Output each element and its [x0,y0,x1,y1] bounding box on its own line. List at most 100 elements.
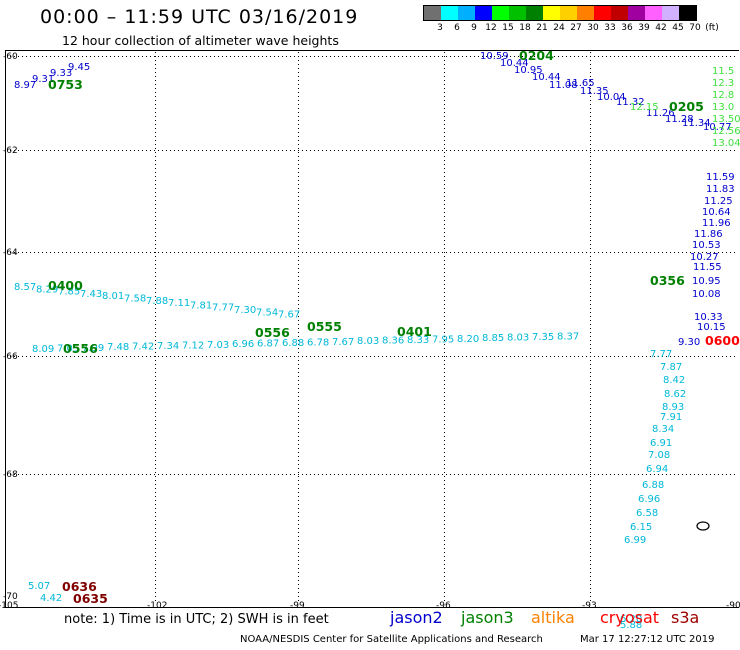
cyan-wave-value: 6.91 [650,438,672,449]
cyan-wave-value: 7.54 [256,307,278,318]
time-label: 0356 [650,273,685,288]
corner-wave-value: 5.07 [28,581,50,592]
cyan-wave-value: 8.01 [102,291,124,302]
cyan-wave-value: 6.88 [282,338,304,349]
cyan-wave-value: 8.85 [482,333,504,344]
map-plot-area [5,50,739,608]
cyan-wave-value: 7.85 [58,287,80,298]
cyan-wave-value: 7.08 [648,450,670,461]
time-label: 0753 [48,77,83,92]
time-label: 0400 [48,278,83,293]
legend-swatch [441,6,458,20]
cyan-wave-value: 7.81 [190,300,212,311]
legend-swatch [679,6,696,20]
cyan-wave-value: 8.34 [652,424,674,435]
legend-swatch [577,6,594,20]
blue-wave-value: 11.83 [706,184,735,195]
cyan-wave-value: 7.30 [234,305,256,316]
blue-wave-value: 11.65 [566,78,595,89]
time-label: 0635 [73,591,108,606]
time-label: 0556 [255,325,290,340]
satellite-name: altika [531,608,575,627]
legend-swatch [492,6,509,20]
green-wave-value: 13.50 [712,114,740,125]
time-label: 0600 [705,333,740,348]
blue-wave-value: 10.77 [703,122,732,133]
legend-label: 24 [553,23,565,33]
wave-height-labels: 8.09 7.05 7.99 7.48 7.42 7.34 7.12 7.03 6.96 6.87… [14,48,740,631]
legend-swatch [594,6,611,20]
corner-wave-value: 9.31 [32,74,54,85]
blue-wave-value: 11.35 [580,86,609,97]
legend-label: 9 [471,23,477,33]
blue-wave-value: 11.86 [694,229,723,240]
legend-label: 45 [672,23,684,33]
blue-wave-value: 10.44 [500,58,529,69]
corner-wave-value: 9.33 [50,68,72,79]
cyan-wave-value: 7.43 [80,289,102,300]
footer-note: note: 1) Time is in UTC; 2) SWH is in fe… [64,612,329,627]
corner-wave-value: 8.97 [14,80,36,91]
cyan-wave-value: 7.34 [157,341,179,352]
legend-swatch [560,6,577,20]
green-wave-value: 13.04 [712,138,740,149]
cyan-wave-value: 7.35 [532,332,554,343]
cyan-wave-value: 6.94 [646,464,668,475]
island-outline [696,521,710,531]
legend-label: (ft) [705,23,719,33]
legend-label: 18 [519,23,531,33]
longitude-label: -105 [0,601,19,611]
legend-label: 33 [604,23,616,33]
longitude-label: -99 [290,601,305,611]
map-subtitle: 12 hour collection of altimeter wave hei… [62,33,339,48]
cyan-wave-value: 8.29 [36,284,58,295]
cyan-wave-value: 6.78 [307,337,329,348]
credit-timestamp: Mar 17 12:27:12 UTC 2019 [580,634,715,645]
cyan-wave-value: 6.96 [638,494,660,505]
grid-lines [10,52,735,601]
legend-label: 30 [587,23,599,33]
blue-wave-value: 11.34 [682,118,711,129]
green-wave-value: 12.3 [712,78,734,89]
cyan-wave-value: 8.36 [382,336,404,347]
legend-label: 12 [485,23,497,33]
blue-wave-value: 9.30 [678,337,700,348]
legend-label: 6 [454,23,460,33]
blue-wave-value: 10.04 [597,92,626,103]
satellite-name: cryosat [600,608,660,627]
blue-wave-value: 10.53 [692,240,721,251]
legend-swatch [458,6,475,20]
green-wave-value: 12.15 [630,102,659,113]
longitude-label: -93 [582,601,597,611]
cyan-wave-value: 7.87 [660,362,682,373]
cyan-wave-value: 6.99 [624,535,646,546]
blue-wave-value: 11.96 [702,218,731,229]
latitude-label: -62 [3,146,18,156]
cyan-wave-value: 7.99 [82,343,104,354]
blue-wave-value: 10.95 [514,65,543,76]
legend-label: 3 [437,23,443,33]
legend-label: 15 [502,23,514,33]
cyan-wave-value: 7.88 [146,296,168,307]
satellite-name: jason2 [390,608,443,627]
time-label: 0205 [669,99,704,114]
cyan-wave-value: 6.87 [257,339,279,350]
cyan-wave-value: 7.58 [124,294,146,305]
cyan-wave-value: 8.03 [507,333,529,344]
map-title: 00:00 – 11:59 UTC 03/16/2019 [40,6,359,28]
satellite-name: jason3 [461,608,514,627]
time-label: 0636 [62,579,97,594]
cyan-wave-value: 7.48 [107,342,129,353]
cyan-wave-value: 7.67 [278,310,300,321]
legend-label: 42 [655,23,667,33]
cyan-wave-value: 8.37 [557,331,579,342]
satellite-name: s3a [671,608,700,627]
cyan-wave-value: 7.77 [650,349,672,360]
corner-wave-value: 9.45 [68,62,90,73]
cyan-wave-value: 6.20 [620,614,642,625]
cyan-wave-value: 7.05 [57,343,79,354]
legend-label: 21 [536,23,548,33]
color-legend: 3 6 9 12 15 18 21 24 27 30 33 36 39 42 45 70 (ft) [423,5,719,35]
blue-wave-value: 10.33 [694,312,723,323]
